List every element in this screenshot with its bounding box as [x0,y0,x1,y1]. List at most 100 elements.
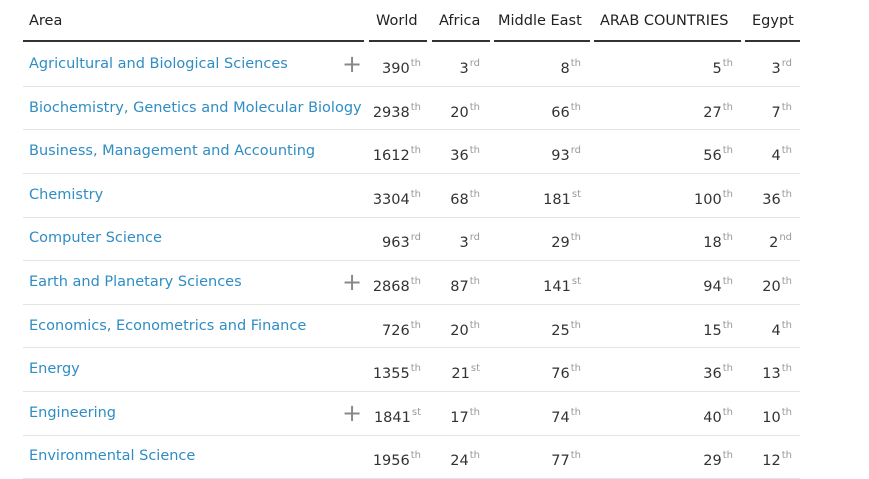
area-link[interactable]: Earth and Planetary Sciences [29,274,242,290]
rank-cell: 141st [543,272,581,297]
rank-number: 13 [762,366,781,383]
rank-cell: 4th [772,316,793,341]
rank-suffix: th [469,188,480,200]
area-link[interactable]: Agricultural and Biological Sciences [29,56,288,72]
rank-number: 66 [551,104,570,121]
rank-cell: 181st [543,185,581,210]
rank-suffix: rd [469,58,480,69]
area-link[interactable]: Biochemistry, Genetics and Molecular Bio… [29,99,362,116]
rank-suffix: th [570,101,581,113]
rank-number: 10 [762,409,781,426]
rank-cell: 5th [713,54,734,79]
rank-cell: 963rd [382,228,421,253]
rank-suffix: th [570,450,581,462]
rank-number: 3 [459,61,469,77]
rank-number: 181 [543,191,571,208]
row-separator [23,391,800,392]
rank-suffix: th [722,406,733,418]
rank-suffix: th [570,319,581,331]
rank-cell: 93rd [551,141,581,166]
rank-number: 1956 [372,453,410,470]
area-link[interactable]: Chemistry [29,186,104,203]
expand-icon[interactable]: + [342,50,363,78]
rank-cell: 12th [762,446,792,471]
rank-suffix: rd [410,232,421,244]
rank-suffix: th [570,232,581,244]
rank-number: 17 [450,409,469,426]
rank-suffix: th [469,406,480,418]
rank-cell: 1612th [373,141,421,166]
rank-number: 15 [703,322,722,339]
rank-number: 76 [551,366,570,383]
area-link[interactable]: Engineering [29,404,116,421]
rank-suffix: th [722,58,733,69]
rank-suffix: th [570,406,581,418]
area-link[interactable]: Business, Management and Accounting [29,143,316,160]
rank-suffix: th [410,363,421,375]
rank-number: 4 [771,322,781,339]
rank-number: 27 [703,104,722,121]
rank-cell: 77th [551,446,581,471]
header-underline [432,40,490,42]
rank-number: 12 [762,453,781,470]
rank-suffix: st [571,188,581,200]
rank-number: 21 [451,366,470,383]
rank-number: 94 [703,279,722,295]
column-header: Area [29,13,63,29]
rank-number: 3 [771,61,781,77]
area-link[interactable]: Energy [29,361,80,378]
rank-number: 3 [459,235,469,252]
expand-icon[interactable]: + [342,398,363,427]
rank-number: 100 [694,191,722,208]
expand-icon[interactable]: + [342,268,363,296]
rank-number: 36 [762,191,781,208]
rank-cell: 27th [703,98,733,123]
rank-number: 20 [450,322,469,339]
rank-number: 1355 [372,366,410,383]
rank-cell: 390th [382,54,421,79]
rank-number: 726 [382,322,410,339]
rank-number: 87 [450,279,469,295]
column-header: Middle East [498,13,582,29]
rank-number: 2 [769,235,779,252]
rank-number: 8 [560,61,570,77]
row-separator [23,347,800,348]
rank-cell: 56th [703,141,733,166]
rank-suffix: th [410,101,421,113]
rank-cell: 36th [450,141,480,166]
rank-suffix: rd [570,145,581,157]
rank-cell: 40th [703,403,733,428]
area-link[interactable]: Environmental Science [29,448,196,465]
header-underline [594,40,741,42]
rank-cell: 29th [703,446,733,471]
rank-number: 963 [382,235,410,252]
header-underline [369,40,427,42]
rank-suffix: th [469,276,480,287]
rank-cell: 726th [382,316,421,341]
rank-cell: 10th [762,403,792,428]
area-link[interactable]: Computer Science [29,230,162,247]
rank-cell: 20th [450,316,480,341]
rank-cell: 68th [450,185,480,210]
rank-suffix: th [410,276,421,287]
rank-number: 18 [703,235,722,252]
rank-cell: 87th [450,272,480,297]
rank-number: 1612 [372,148,410,165]
rank-suffix: th [722,450,733,462]
rank-number: 25 [551,322,570,339]
rank-cell: 1355th [373,359,421,384]
rank-cell: 1956th [373,446,421,471]
area-link[interactable]: Economics, Econometrics and Finance [29,317,307,334]
rank-suffix: th [781,450,792,462]
rank-number: 2868 [372,279,410,295]
rank-cell: 74th [551,403,581,428]
rank-number: 20 [762,279,781,295]
rank-number: 29 [703,453,722,470]
rank-number: 93 [551,148,570,165]
rank-cell: 36th [762,185,792,210]
row-separator [23,217,800,218]
rank-cell: 17th [450,403,480,428]
rank-suffix: th [781,101,792,113]
rank-cell: 7th [772,98,793,123]
rank-number: 36 [703,366,722,383]
